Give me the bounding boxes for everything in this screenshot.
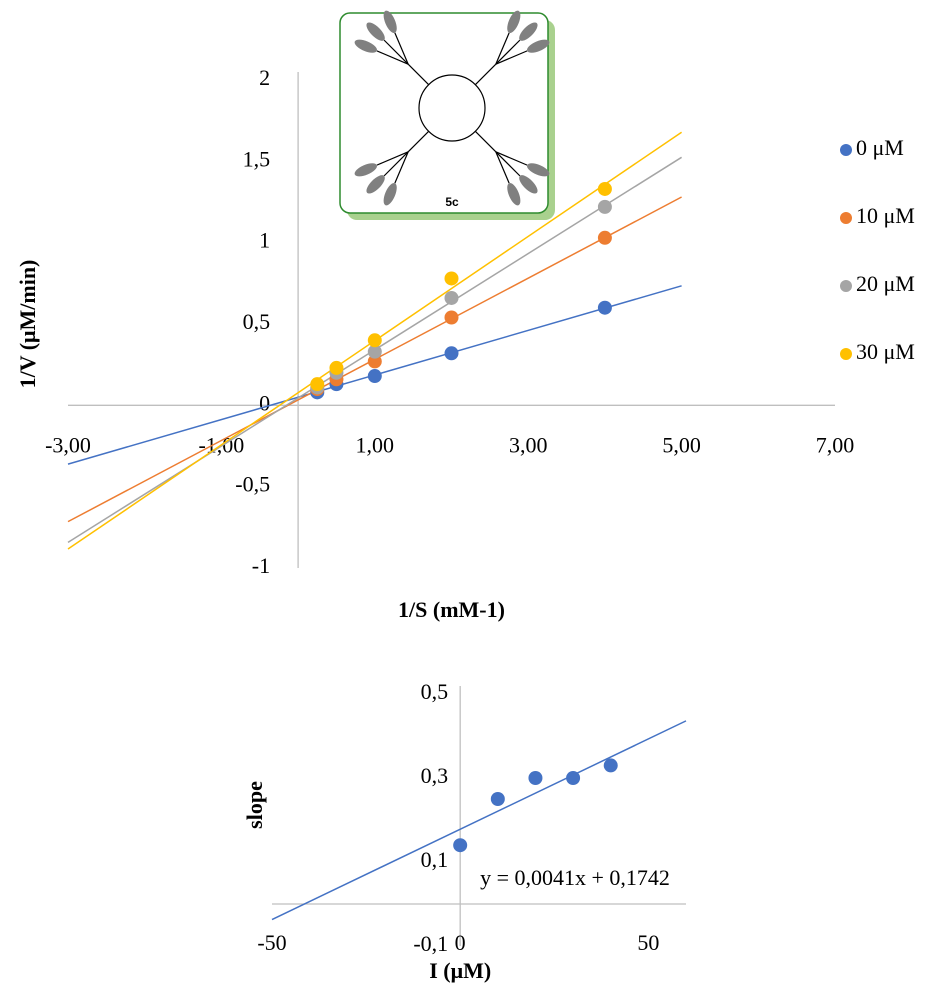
legend-marker [840, 348, 852, 360]
arm [507, 10, 521, 34]
arm [354, 39, 378, 53]
legend-label: 20 μM [856, 271, 915, 296]
arm [507, 182, 521, 206]
legend-marker [840, 280, 852, 292]
arm [526, 39, 550, 53]
y-axis-title: 1/V (μM/min) [15, 260, 40, 389]
x-tick-label: 3,00 [509, 432, 548, 457]
branch [474, 130, 497, 153]
arm [519, 175, 538, 194]
branch [407, 63, 430, 86]
branch [376, 50, 409, 65]
point [444, 346, 459, 361]
x-tick-label: -3,00 [45, 432, 91, 457]
branch [495, 39, 521, 65]
inset: 5c [339, 10, 555, 220]
point [597, 230, 612, 245]
point [310, 377, 325, 392]
x-tick-label: -50 [257, 930, 286, 955]
x-tick-label: 7,00 [816, 432, 855, 457]
branch [394, 32, 409, 65]
branch [383, 39, 409, 65]
y-tick-label: 0,5 [243, 309, 271, 334]
y-tick-label: 0,5 [421, 679, 449, 704]
branch [407, 130, 430, 153]
x-tick-label: 50 [637, 930, 659, 955]
branch [383, 151, 409, 177]
branch [495, 151, 528, 166]
legend-label: 30 μM [856, 339, 915, 364]
y-tick-label: -1 [252, 553, 270, 578]
point [566, 771, 581, 785]
branch [495, 151, 521, 177]
legend-marker [840, 212, 852, 224]
core [418, 74, 486, 142]
inset-label: 5c [445, 195, 459, 209]
arm [366, 22, 385, 41]
point [603, 758, 618, 773]
point [444, 310, 459, 325]
y-tick-label: 2 [259, 65, 270, 90]
arm [383, 182, 397, 206]
branch [376, 151, 409, 166]
point [367, 333, 382, 348]
y-axis-title: slope [242, 781, 267, 829]
legend-label: 0 μM [856, 135, 904, 160]
branch [495, 50, 528, 65]
y-tick-label: -0,1 [413, 931, 448, 956]
y-tick-label: 1,5 [243, 146, 271, 171]
legend-label: 10 μM [856, 203, 915, 228]
arm [366, 175, 385, 194]
point [444, 290, 459, 305]
y-tick-label: 0,3 [421, 763, 449, 788]
point [367, 344, 382, 359]
y-tick-label: 1 [259, 228, 270, 253]
branch [495, 151, 510, 184]
branch [474, 63, 497, 86]
point [490, 792, 505, 806]
arm [526, 163, 550, 177]
point [597, 181, 612, 196]
y-tick-label: 0,1 [421, 847, 449, 872]
point [597, 300, 612, 315]
trendline [271, 720, 687, 921]
point [367, 369, 382, 384]
molecule [354, 10, 550, 206]
x-tick-label: 1,00 [356, 432, 395, 457]
x-axis-title: I (μM) [429, 958, 491, 983]
arm [519, 22, 538, 41]
y-tick-label: 0 [259, 390, 270, 415]
arm [354, 163, 378, 177]
branch [495, 32, 510, 65]
point [597, 199, 612, 214]
point [367, 354, 382, 369]
x-axis-title: 1/S (mM-1) [398, 597, 505, 622]
point [444, 271, 459, 286]
legend-marker [840, 144, 852, 156]
branch [394, 151, 409, 184]
y-tick-label: -0,5 [235, 472, 270, 497]
annotation: y = 0,0041x + 0,1742 [480, 865, 670, 890]
arm [383, 10, 397, 34]
point [453, 838, 468, 853]
x-tick-label: 5,00 [662, 432, 701, 457]
point [329, 360, 344, 375]
x-tick-label: 0 [455, 930, 466, 955]
point [528, 771, 543, 785]
